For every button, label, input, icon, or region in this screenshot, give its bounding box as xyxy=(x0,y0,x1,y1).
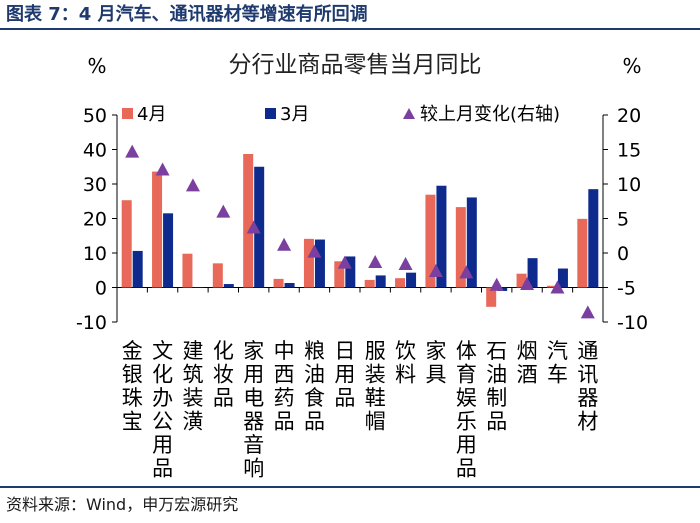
right-tick-label: 15 xyxy=(617,140,641,162)
right-tick-label: 20 xyxy=(617,105,641,127)
bar-apr xyxy=(364,279,375,288)
bar-apr xyxy=(425,194,436,288)
right-tick-label: 5 xyxy=(617,209,629,231)
bar-mar xyxy=(284,283,295,288)
category-label: 家用电器音响 xyxy=(243,339,264,481)
bar-mar xyxy=(345,256,356,288)
page-title: 图表 7：4 月汽车、通讯器材等增速有所回调 xyxy=(0,0,700,30)
bar-apr xyxy=(121,200,132,288)
category-label: 汽车 xyxy=(547,339,568,387)
category-label: 文化办公用品 xyxy=(152,339,173,481)
bar-apr xyxy=(546,285,557,288)
bar-mar xyxy=(375,275,386,288)
category-label: 建筑装潢 xyxy=(182,339,203,434)
bar-mar xyxy=(163,213,174,288)
change-marker xyxy=(125,144,140,158)
right-tick-label: -10 xyxy=(617,312,648,334)
bar-apr xyxy=(273,278,284,288)
bar-mar xyxy=(557,268,568,288)
bar-apr xyxy=(455,207,466,288)
bar-apr xyxy=(303,238,314,288)
bar-apr xyxy=(334,261,345,288)
bar-apr xyxy=(243,153,254,288)
category-label: 粮油食品 xyxy=(304,339,325,434)
bar-apr xyxy=(486,287,497,307)
chart-title: 分行业商品零售当月同比 xyxy=(229,52,482,78)
bar-mar xyxy=(314,239,325,288)
left-axis: -10 0 10 20 30 40 50 xyxy=(76,105,118,334)
legend-swatch-apr xyxy=(122,108,133,119)
category-label: 饮料 xyxy=(395,339,416,387)
change-marker xyxy=(185,178,200,192)
chart-area: 分行业商品零售当月同比 % % 4月 3月 较上月变化(右轴) -10 0 10 20… xyxy=(76,52,648,481)
legend-label-mar: 3月 xyxy=(280,104,309,125)
bar-apr xyxy=(395,278,406,288)
bar-mar xyxy=(406,272,417,288)
change-marker xyxy=(550,280,565,294)
legend-marker-change xyxy=(403,108,415,119)
bar-mar xyxy=(223,284,234,288)
legend-label-apr: 4月 xyxy=(137,104,166,125)
change-marker xyxy=(368,254,383,268)
change-markers xyxy=(125,144,595,319)
change-marker xyxy=(246,220,261,234)
bar-apr xyxy=(577,218,588,288)
bars xyxy=(117,153,604,307)
change-marker xyxy=(398,257,413,271)
left-axis-unit: % xyxy=(87,54,106,78)
category-labels: 金银珠宝文化办公用品建筑装潢化妆品家用电器音响中西药品粮油食品日用品服装鞋帽饮料… xyxy=(122,339,599,481)
change-marker xyxy=(489,277,504,291)
left-tick-label: 50 xyxy=(83,105,107,127)
category-label: 通讯器材 xyxy=(577,339,598,434)
category-label: 中西药品 xyxy=(274,339,295,434)
category-label: 金银珠宝 xyxy=(122,339,143,434)
left-tick-label: 20 xyxy=(83,209,107,231)
bar-mar xyxy=(193,287,204,288)
right-tick-label: 0 xyxy=(617,243,629,265)
change-marker xyxy=(216,204,231,218)
bar-apr xyxy=(516,273,527,288)
change-marker xyxy=(155,162,170,176)
bar-mar xyxy=(254,166,265,288)
category-label: 日用品 xyxy=(334,339,355,410)
category-label: 石油制品 xyxy=(486,339,507,434)
bar-apr xyxy=(152,171,163,288)
legend: 4月 3月 较上月变化(右轴) xyxy=(122,104,560,125)
category-label: 烟酒 xyxy=(517,339,538,387)
left-tick-label: 10 xyxy=(83,243,107,265)
right-tick-label: 10 xyxy=(617,174,641,196)
category-label: 家具 xyxy=(425,339,446,387)
category-label: 化妆品 xyxy=(213,339,234,410)
category-label: 服装鞋帽 xyxy=(365,339,386,434)
source-note: 资料来源：Wind，申万宏源研究 xyxy=(0,486,700,523)
change-marker xyxy=(277,237,292,251)
change-marker xyxy=(580,305,595,319)
right-axis: -10 -5 0 5 10 15 20 xyxy=(602,105,648,334)
left-tick-label: 40 xyxy=(83,140,107,162)
change-marker xyxy=(459,265,474,279)
bar-mar xyxy=(436,185,447,288)
left-tick-label: 30 xyxy=(83,174,107,196)
right-axis-unit: % xyxy=(622,54,641,78)
bar-mar xyxy=(132,250,143,288)
bar-mar xyxy=(588,189,599,288)
change-marker xyxy=(428,263,443,277)
bar-apr xyxy=(212,263,223,288)
legend-label-change: 较上月变化(右轴) xyxy=(420,104,560,125)
change-marker xyxy=(520,277,535,291)
legend-swatch-mar xyxy=(265,108,276,119)
category-label: 体育娱乐用品 xyxy=(456,339,477,481)
change-marker xyxy=(307,244,322,258)
left-tick-label: 0 xyxy=(95,278,107,300)
right-tick-label: -5 xyxy=(617,278,636,300)
change-marker xyxy=(337,255,352,269)
left-tick-label: -10 xyxy=(76,312,107,334)
bar-apr xyxy=(182,253,193,288)
bar-mar xyxy=(527,258,538,288)
bar-mar xyxy=(466,197,477,288)
